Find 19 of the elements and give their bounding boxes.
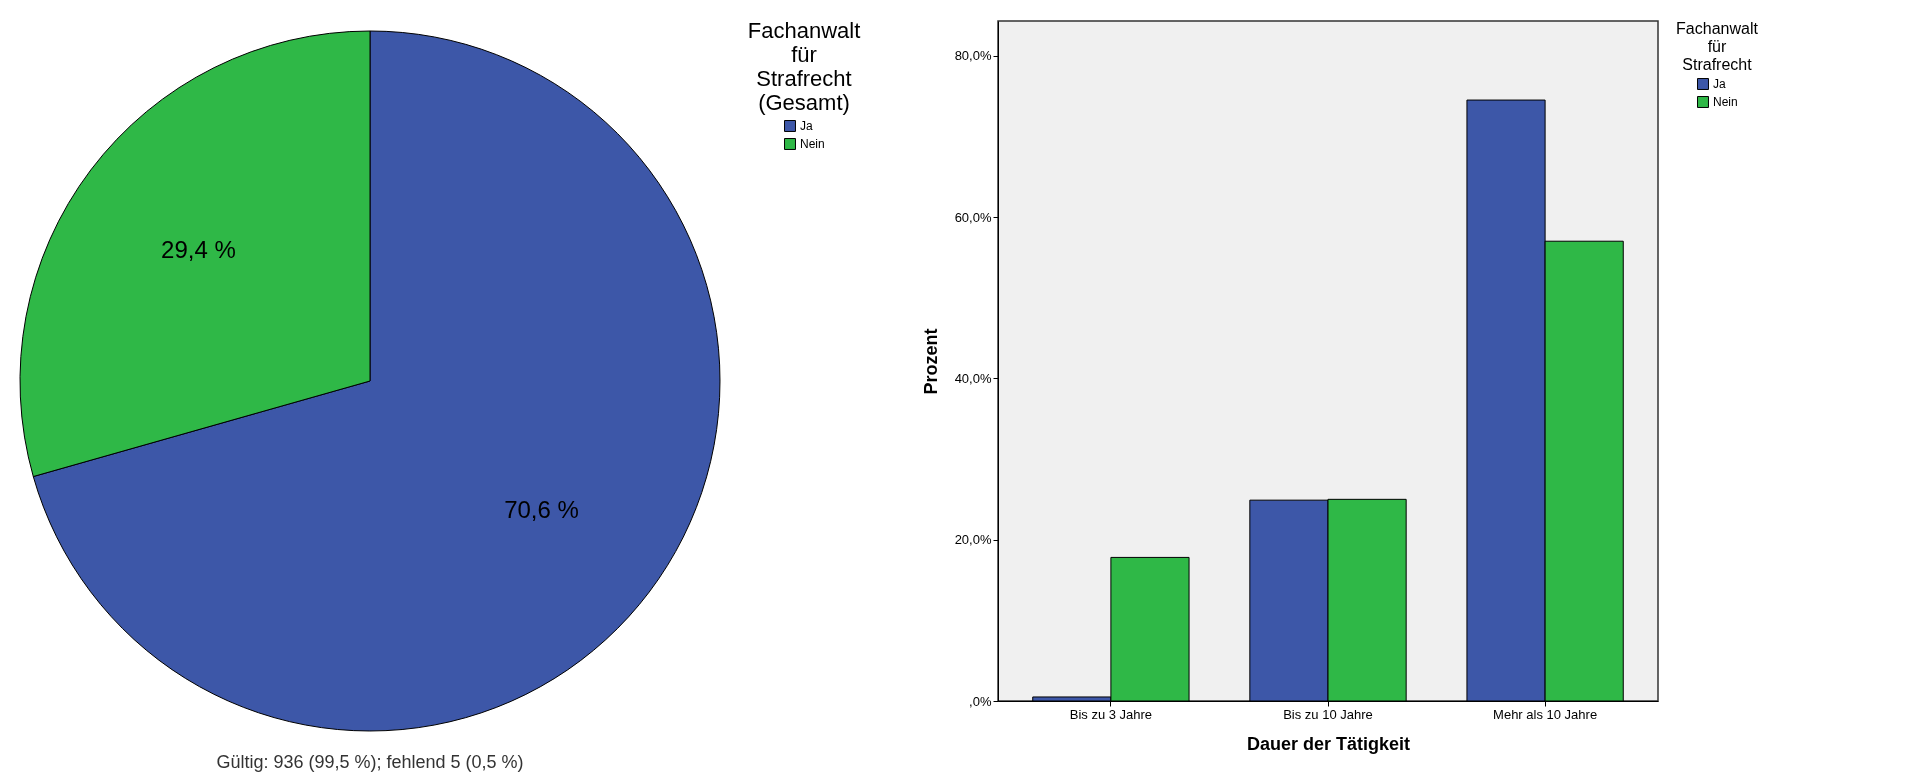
- x-tick-label: Bis zu 3 Jahre: [1069, 706, 1153, 722]
- legend-label: Nein: [1713, 95, 1738, 109]
- y-tick-label: 20,0%: [954, 532, 992, 548]
- legend-label: Ja: [1713, 77, 1726, 91]
- y-tick-label: 60,0%: [954, 209, 992, 225]
- x-axis-title: Dauer der Tätigkeit: [1246, 733, 1411, 754]
- data-label: 70,6 %: [504, 495, 579, 523]
- legend-label: Ja: [800, 119, 813, 133]
- y-tick-label: 80,0%: [954, 48, 992, 64]
- text: Gültig: 936 (99,5 %); fehlend 5 (0,5 %): [216, 752, 524, 772]
- legend-label: Nein: [800, 137, 825, 151]
- legend-title: Fachanwalt für Strafrecht (Gesamt): [747, 18, 861, 115]
- legend-title: Fachanwalt für Strafrecht: [1676, 20, 1759, 73]
- x-tick-label: Mehr als 10 Jahre: [1493, 706, 1598, 722]
- y-axis-title: Prozent: [920, 328, 941, 395]
- y-tick-label: ,0%: [969, 693, 992, 709]
- y-tick-label: 40,0%: [954, 370, 992, 386]
- x-tick-label: Bis zu 10 Jahre: [1283, 706, 1373, 722]
- data-label: 29,4 %: [161, 236, 236, 264]
